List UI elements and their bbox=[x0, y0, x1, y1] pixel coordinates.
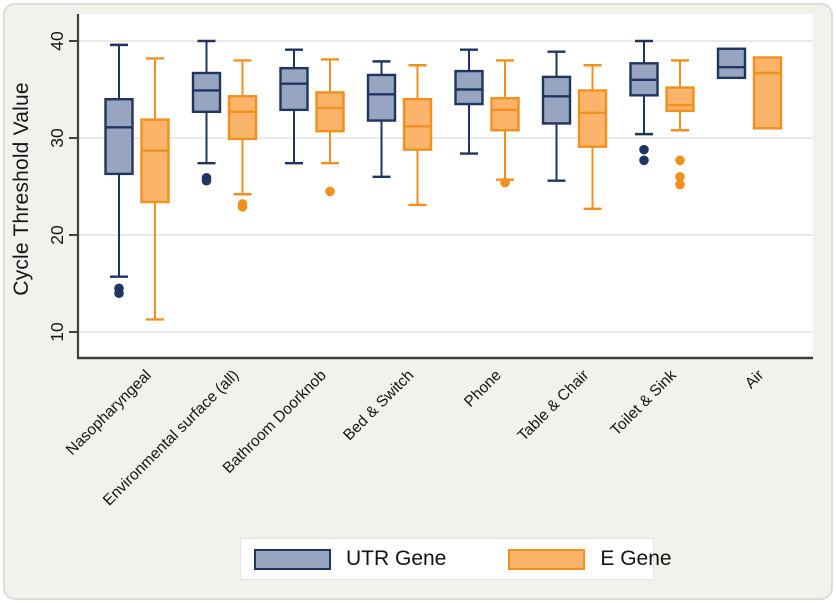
box-e-gene-environmental-surface-all bbox=[227, 59, 258, 212]
iqr-box bbox=[366, 73, 397, 122]
y-tick-label-40: 40 bbox=[47, 31, 67, 51]
e-gene-legend-label: E Gene bbox=[600, 547, 672, 570]
iqr-box bbox=[454, 69, 484, 106]
box-e-gene-nasopharyngeal bbox=[140, 57, 170, 321]
x-category-label-air: Air bbox=[742, 367, 767, 392]
box-e-gene-air bbox=[752, 56, 783, 130]
box-utr-gene-table-chair bbox=[541, 50, 572, 182]
box-e-gene-toilet-sink bbox=[665, 59, 695, 190]
x-category-label-table-chair: Table & Chair bbox=[515, 367, 593, 445]
iqr-box bbox=[279, 66, 309, 112]
y-tick-label-20: 20 bbox=[47, 225, 67, 245]
box-utr-gene-phone bbox=[454, 48, 484, 155]
box-utr-gene-bed-switch bbox=[366, 60, 397, 179]
box-e-gene-bathroom-doorknob bbox=[315, 58, 345, 197]
utr-gene-swatch bbox=[254, 548, 331, 570]
box-utr-gene-environmental-surface-all bbox=[191, 39, 222, 186]
outlier-dot bbox=[201, 175, 212, 186]
iqr-box bbox=[541, 75, 572, 125]
iqr-box bbox=[140, 118, 170, 204]
iqr-box bbox=[577, 89, 608, 148]
outlier-dot bbox=[675, 179, 685, 190]
outlier-dot bbox=[675, 155, 685, 166]
outlier-dot bbox=[114, 288, 124, 299]
iqr-box bbox=[752, 56, 783, 130]
iqr-box bbox=[716, 47, 747, 80]
box-utr-gene-toilet-sink bbox=[629, 39, 659, 166]
outlier-dot bbox=[675, 172, 685, 182]
outlier-dot bbox=[237, 202, 248, 212]
box-e-gene-bed-switch bbox=[402, 64, 433, 207]
iqr-box bbox=[490, 97, 520, 132]
utr-gene-legend-label: UTR Gene bbox=[346, 547, 447, 570]
box-e-gene-phone bbox=[490, 59, 520, 188]
plot-area bbox=[78, 14, 813, 358]
legend-item-utr-gene: UTR Gene bbox=[254, 547, 446, 571]
iqr-box bbox=[665, 86, 695, 113]
outlier-dot bbox=[500, 177, 510, 188]
box-utr-gene-air bbox=[716, 47, 747, 80]
iqr-box bbox=[191, 71, 222, 114]
iqr-box bbox=[104, 97, 134, 176]
y-axis-title: Cycle Threshold Value bbox=[10, 82, 33, 296]
x-category-label-nasopharyngeal: Nasopharyngeal bbox=[63, 367, 155, 459]
y-tick-label-10: 10 bbox=[47, 322, 67, 342]
iqr-box bbox=[315, 91, 345, 133]
x-category-label-toilet-sink: Toilet & Sink bbox=[607, 367, 680, 440]
x-category-label-bed-switch: Bed & Switch bbox=[340, 367, 417, 444]
box-utr-gene-nasopharyngeal bbox=[104, 43, 134, 299]
legend-item-e-gene: E Gene bbox=[508, 547, 672, 571]
iqr-box bbox=[402, 97, 433, 151]
y-tick-label-30: 30 bbox=[47, 128, 67, 148]
outlier-dot bbox=[639, 155, 649, 166]
box-utr-gene-bathroom-doorknob bbox=[279, 48, 309, 165]
iqr-box bbox=[227, 95, 258, 141]
outlier-dot bbox=[639, 144, 649, 155]
outlier-dot bbox=[325, 186, 335, 197]
legend: UTR Gene E Gene bbox=[240, 538, 672, 580]
x-category-label-phone: Phone bbox=[461, 367, 505, 411]
e-gene-swatch bbox=[508, 548, 586, 570]
box-e-gene-table-chair bbox=[577, 64, 608, 211]
